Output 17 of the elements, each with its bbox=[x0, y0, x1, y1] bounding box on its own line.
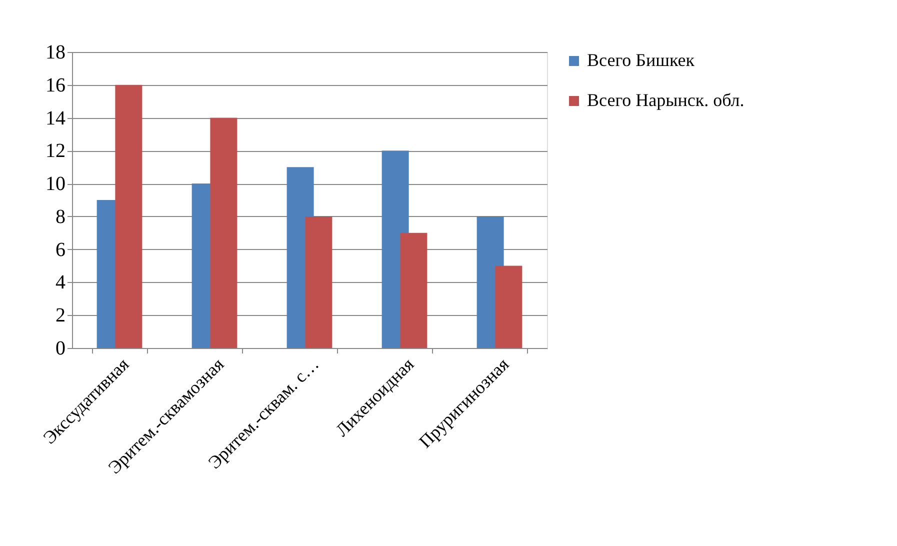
y-tick-label: 10 bbox=[46, 173, 66, 196]
y-tick-label: 18 bbox=[46, 42, 66, 64]
y-tick-label: 6 bbox=[56, 238, 66, 261]
legend-label: Всего Нарынск. обл. bbox=[587, 90, 744, 110]
bar bbox=[115, 84, 142, 348]
y-tick-label: 12 bbox=[46, 140, 66, 162]
y-tick-label: 16 bbox=[46, 74, 66, 96]
y-tick-label: 4 bbox=[56, 272, 66, 294]
bar bbox=[495, 266, 522, 348]
legend-label: Всего Бишкек bbox=[587, 50, 695, 70]
bar bbox=[400, 232, 428, 348]
y-tick-label: 2 bbox=[56, 304, 66, 327]
bar bbox=[305, 216, 332, 348]
y-tick-label: 0 bbox=[56, 338, 66, 360]
y-tick-label: 14 bbox=[46, 107, 66, 130]
y-tick-label: 8 bbox=[56, 206, 66, 228]
bar bbox=[210, 118, 238, 348]
